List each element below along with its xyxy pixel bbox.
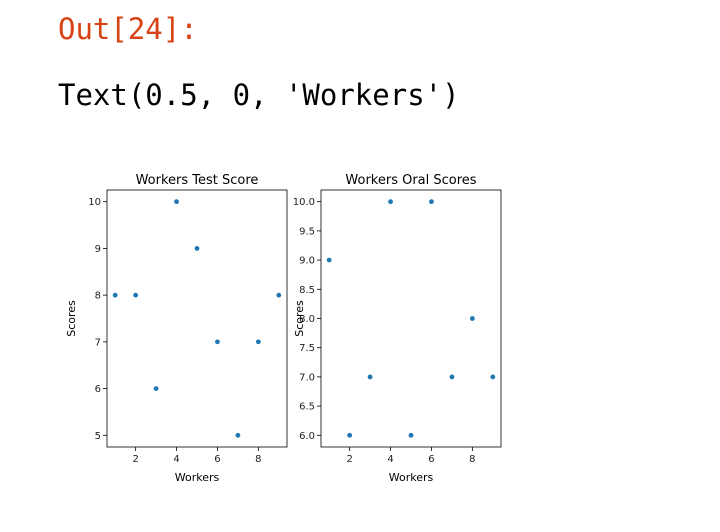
chart-2-y-tick-label: 7.0 xyxy=(299,372,315,383)
chart-2-y-tick-label: 6.5 xyxy=(299,402,315,413)
chart-1-x-axis-label: Workers xyxy=(175,471,220,484)
chart-2-data-point xyxy=(449,374,455,380)
chart-2-data-point xyxy=(388,199,393,205)
chart-2-data-point xyxy=(367,374,373,380)
chart-2-title: Workers Oral Scores xyxy=(345,173,476,188)
chart-1-data-point xyxy=(215,339,220,345)
chart-2-data-point xyxy=(429,199,434,205)
chart-2-y-tick-label: 7.5 xyxy=(299,343,315,354)
chart-1-y-tick-label: 8 xyxy=(95,291,101,302)
chart-1-data-point xyxy=(112,292,118,298)
chart-2-y-tick-label: 8.0 xyxy=(299,314,315,325)
chart-1-data-point xyxy=(153,386,159,391)
chart-2-data-point xyxy=(408,432,414,438)
chart-1-data-point xyxy=(235,432,241,438)
chart-1-x-tick-label: 6 xyxy=(214,454,220,465)
chart-1-x-tick-label: 2 xyxy=(132,454,138,465)
chart-2-data-point xyxy=(326,257,332,263)
chart-2-data-point xyxy=(347,432,353,438)
chart-2-data-point xyxy=(469,316,475,321)
chart-1-y-tick-label: 9 xyxy=(95,244,101,255)
chart-1-y-axis-label: Scores xyxy=(65,300,78,337)
chart-1-y-tick-label: 6 xyxy=(95,384,101,395)
chart-1-data-point xyxy=(174,199,179,205)
chart-1-data-point xyxy=(255,339,261,345)
chart-2-x-tick-label: 2 xyxy=(346,454,352,465)
chart-1-data-point xyxy=(194,246,200,251)
chart-1-x-tick-label: 8 xyxy=(255,454,261,465)
chart-1-title: Workers Test Score xyxy=(136,173,259,188)
chart-2-y-tick-label: 9.5 xyxy=(299,226,315,237)
chart-2-y-axis-label: Scores xyxy=(293,300,306,337)
chart-1-x-tick-label: 4 xyxy=(173,454,179,465)
chart-1-y-tick-label: 7 xyxy=(95,337,101,348)
output-text: Text(0.5, 0, 'Workers') xyxy=(58,78,460,112)
chart-2-x-axis-label: Workers xyxy=(389,471,434,484)
chart-1-y-tick-label: 10 xyxy=(88,197,101,208)
chart-1-plot-frame xyxy=(106,189,288,448)
chart-2-x-tick-label: 8 xyxy=(469,454,475,465)
chart-2-x-tick-label: 4 xyxy=(387,454,393,465)
output-prompt: Out[24]: xyxy=(58,12,198,46)
chart-2-x-tick-label: 6 xyxy=(428,454,434,465)
chart-2-y-tick-label: 9.0 xyxy=(299,256,315,267)
chart-2-y-tick-label: 8.5 xyxy=(299,285,315,296)
chart-2-data-point xyxy=(490,374,496,380)
chart-1-y-tick-label: 5 xyxy=(95,431,101,442)
chart-1-data-point xyxy=(276,292,282,298)
chart-1-data-point xyxy=(133,292,139,298)
chart-2-y-tick-label: 10.0 xyxy=(293,197,315,208)
chart-2-y-tick-label: 6.0 xyxy=(299,431,315,442)
